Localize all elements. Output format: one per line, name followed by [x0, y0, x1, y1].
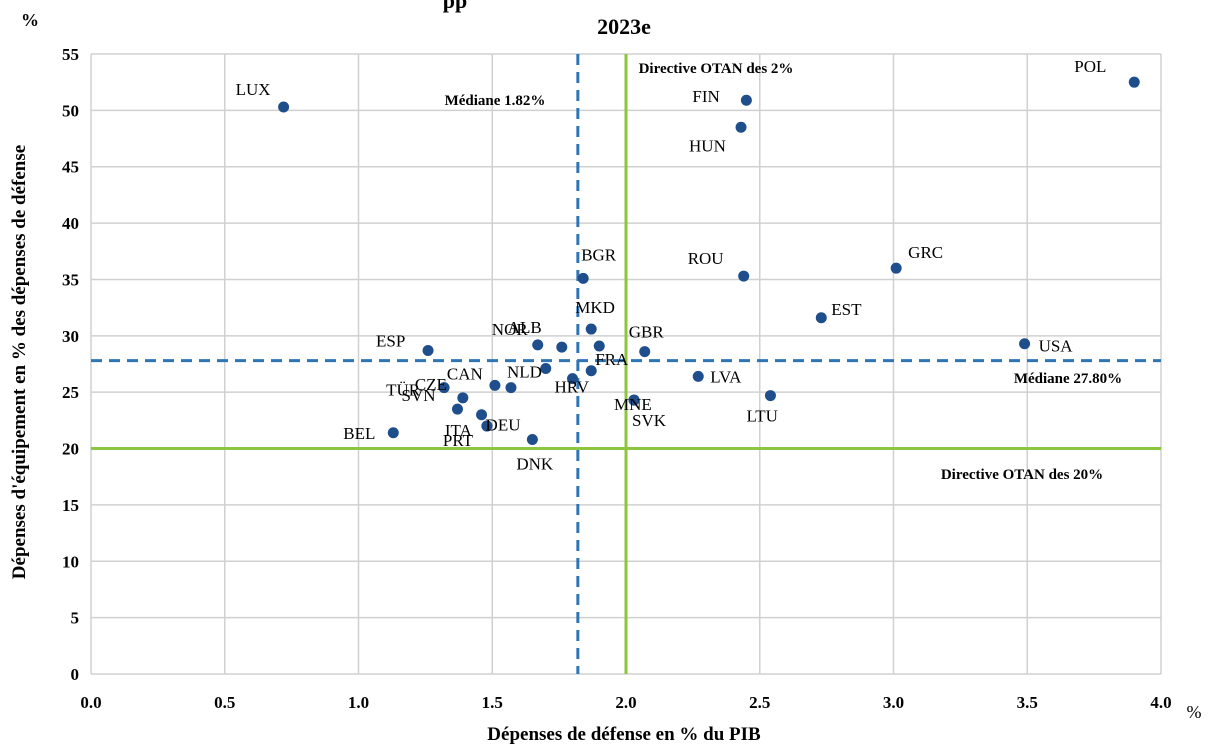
- chart-title: 2023e: [597, 14, 651, 39]
- data-point-unlabeled-13: [593, 340, 605, 352]
- point-label-hrv: HRV: [555, 378, 590, 397]
- median-y-label: Médiane 27.80%: [1014, 371, 1122, 387]
- y-tick-label-5: 25: [62, 383, 79, 402]
- point-label-svk: SVK: [632, 411, 667, 430]
- data-point-prt: [481, 420, 493, 432]
- point-label-nld: NLD: [507, 363, 542, 382]
- data-point-bgr: [577, 272, 589, 284]
- y-tick-label-10: 50: [62, 101, 79, 120]
- point-label-fra: FRA: [595, 350, 629, 369]
- x-tick-label-0: 0.0: [80, 693, 101, 712]
- data-point-bel: [387, 427, 399, 439]
- point-label-est: EST: [831, 300, 862, 319]
- data-point-cze: [457, 392, 469, 404]
- nato-x-label: Directive OTAN des 2%: [639, 61, 794, 77]
- point-label-usa: USA: [1039, 337, 1074, 356]
- x-unit-label: %: [1187, 702, 1202, 722]
- point-label-bgr: BGR: [581, 245, 617, 264]
- data-points: [278, 76, 1140, 446]
- x-axis-label: Dépenses de défense en % du PIB: [487, 724, 761, 745]
- data-point-dnk: [526, 434, 538, 446]
- x-tick-label-4: 2.0: [615, 693, 636, 712]
- tick-labels: 0 5 10 15 20 25 30 35 40 45 50 55 0.0 0.5 1.0 1.5 2.0 2.5…: [62, 45, 1172, 712]
- nato-y-label: Directive OTAN des 20%: [941, 467, 1103, 483]
- x-tick-label-6: 3.0: [883, 693, 904, 712]
- data-point-nor: [556, 341, 568, 353]
- y-axis-label: Dépenses d'équipement en % des dépenses …: [9, 145, 30, 579]
- data-point-hrv: [567, 373, 578, 385]
- point-label-lux: LUX: [236, 80, 271, 99]
- point-label-fin: FIN: [692, 87, 719, 106]
- x-tick-label-5: 2.5: [749, 693, 770, 712]
- y-unit-label: %: [21, 10, 39, 30]
- y-tick-label-9: 45: [62, 158, 79, 177]
- x-tick-label-1: 0.5: [214, 693, 235, 712]
- point-label-esp: ESP: [376, 331, 405, 350]
- point-label-alb: ALB: [508, 318, 542, 337]
- point-label-grc: GRC: [908, 243, 943, 262]
- data-point-hun: [735, 121, 747, 133]
- data-point-grc: [890, 262, 902, 274]
- x-tick-label-2: 1.0: [348, 693, 369, 712]
- point-label-pol: POL: [1074, 57, 1106, 76]
- x-tick-label-8: 4.0: [1150, 693, 1171, 712]
- chart-title-fragment: pp: [443, 0, 467, 13]
- reference-lines: [91, 54, 1161, 674]
- point-label-nor: NOR: [492, 320, 529, 339]
- y-tick-label-0: 0: [71, 665, 80, 684]
- data-point-gbr: [639, 346, 651, 358]
- data-point-svk: [628, 394, 640, 406]
- point-label-ltu: LTU: [746, 407, 778, 426]
- y-tick-label-4: 20: [62, 440, 79, 459]
- point-label-cze: CZE: [415, 375, 447, 394]
- y-tick-label-3: 15: [62, 496, 79, 515]
- point-label-tür: TÜR: [386, 381, 421, 400]
- point-label-mne: MNE: [614, 395, 652, 414]
- data-point-alb: [532, 339, 544, 351]
- data-point-can: [489, 379, 501, 391]
- y-tick-label-7: 35: [62, 270, 79, 289]
- data-point-ltu: [764, 390, 776, 402]
- data-point-mkd: [585, 323, 597, 335]
- data-point-est: [815, 312, 827, 324]
- point-label-can: CAN: [447, 364, 483, 383]
- data-point-fin: [740, 94, 752, 106]
- y-tick-label-6: 30: [62, 327, 79, 346]
- y-tick-label-1: 5: [71, 609, 80, 628]
- y-tick-label-2: 10: [62, 552, 79, 571]
- data-point-tür: [438, 382, 450, 394]
- point-label-gbr: GBR: [629, 323, 665, 342]
- data-point-nld: [505, 382, 517, 394]
- x-tick-label-3: 1.5: [482, 693, 503, 712]
- point-label-dnk: DNK: [516, 455, 554, 474]
- median-x-label: Médiane 1.82%: [445, 93, 546, 109]
- point-label-svn: SVN: [401, 386, 435, 405]
- point-label-bel: BEL: [343, 424, 375, 443]
- y-tick-label-8: 40: [62, 214, 79, 233]
- data-point-esp: [422, 344, 434, 356]
- point-label-prt: PRT: [443, 431, 474, 450]
- data-point-lva: [692, 370, 704, 382]
- x-tick-label-7: 3.5: [1017, 693, 1038, 712]
- data-point-rou: [738, 270, 750, 282]
- data-point-svn: [451, 403, 463, 415]
- point-label-deu: DEU: [486, 416, 521, 435]
- data-point-fra: [585, 365, 597, 377]
- point-label-rou: ROU: [688, 249, 724, 268]
- point-label-lva: LVA: [710, 367, 742, 386]
- data-point-usa: [1019, 338, 1031, 350]
- data-point-lux: [278, 101, 290, 113]
- data-point-unlabeled-16: [540, 363, 552, 375]
- data-point-deu: [476, 409, 488, 421]
- y-tick-label-11: 55: [62, 45, 79, 64]
- point-label-mkd: MKD: [575, 298, 615, 317]
- point-label-ita: ITA: [445, 421, 473, 440]
- data-point-pol: [1128, 76, 1140, 88]
- point-label-hun: HUN: [689, 136, 726, 155]
